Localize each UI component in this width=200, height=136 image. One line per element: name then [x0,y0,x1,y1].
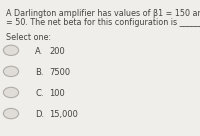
Circle shape [3,87,19,98]
Text: B.: B. [35,68,44,77]
Text: A Darlington amplifier has values of β1 = 150 and β2: A Darlington amplifier has values of β1 … [6,9,200,18]
Text: Select one:: Select one: [6,33,51,42]
Circle shape [3,66,19,77]
Circle shape [3,108,19,119]
Text: = 50. The net beta for this configuration is _______: = 50. The net beta for this configuratio… [6,18,200,27]
Text: 7500: 7500 [49,68,70,77]
Text: 200: 200 [49,47,65,56]
Text: A.: A. [35,47,43,56]
Text: C.: C. [35,89,44,98]
Text: D.: D. [35,110,44,119]
Text: 100: 100 [49,89,65,98]
Text: 15,000: 15,000 [49,110,78,119]
Circle shape [3,45,19,55]
